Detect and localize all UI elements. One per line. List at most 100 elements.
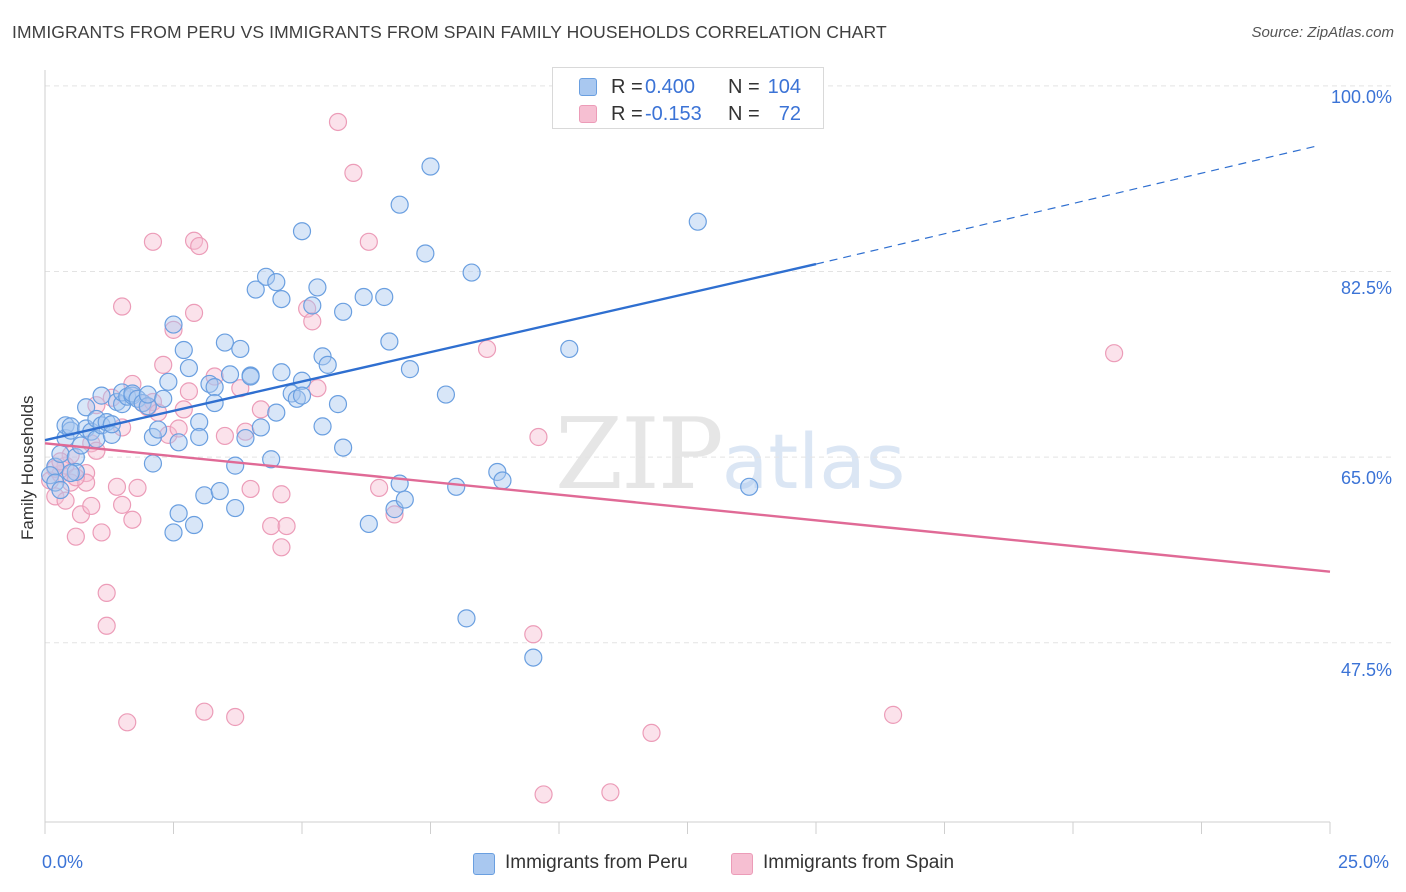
data-point-peru: [190, 413, 209, 432]
data-point-peru: [164, 315, 183, 334]
data-point-peru: [488, 462, 507, 482]
data-point-peru: [292, 386, 312, 405]
data-point-peru: [226, 456, 245, 475]
data-point-spain: [56, 491, 75, 510]
data-point-spain: [308, 379, 327, 398]
data-point-spain: [82, 496, 101, 516]
n-value: 72: [778, 103, 801, 125]
data-point-peru: [220, 365, 240, 384]
data-point-spain: [642, 723, 661, 743]
r-label: R =: [611, 103, 643, 125]
data-point-peru: [375, 287, 394, 307]
data-point-peru: [493, 471, 512, 490]
data-point-peru: [102, 425, 121, 444]
data-point-spain: [92, 523, 111, 542]
data-point-peru: [154, 389, 173, 408]
data-point-spain: [184, 231, 204, 250]
data-point-spain: [112, 495, 132, 514]
data-point-peru: [400, 360, 420, 379]
legend-swatch-spain: [579, 105, 597, 123]
data-point-peru: [390, 195, 409, 214]
data-point-spain: [97, 583, 116, 602]
data-point-peru: [169, 433, 188, 452]
data-point-peru: [256, 267, 276, 286]
data-point-spain: [262, 516, 281, 536]
data-point-spain: [272, 485, 291, 504]
n-value: 104: [767, 76, 801, 98]
chart-title: IMMIGRANTS FROM PERU VS IMMIGRANTS FROM …: [12, 22, 887, 42]
data-point-peru: [246, 280, 265, 299]
data-point-peru: [308, 278, 327, 297]
data-point-peru: [359, 514, 378, 534]
data-point-peru: [524, 648, 543, 667]
y-tick-label: 100.0%: [1330, 87, 1392, 107]
data-point-spain: [272, 538, 291, 557]
data-point-spain: [601, 783, 620, 802]
data-point-peru: [380, 332, 399, 351]
data-point-peru: [184, 515, 204, 535]
data-point-spain: [303, 312, 322, 331]
data-point-spain: [159, 425, 178, 444]
data-point-peru: [267, 403, 286, 422]
data-point-peru: [740, 477, 759, 496]
data-point-peru: [169, 504, 188, 523]
data-point-peru: [262, 450, 281, 469]
data-point-peru: [164, 523, 183, 542]
series-legend: Immigrants from Peru Immigrants from Spa…: [0, 852, 1406, 878]
data-point-peru: [292, 222, 312, 241]
data-point-spain: [179, 382, 199, 401]
data-point-peru: [436, 385, 456, 404]
data-point-peru: [174, 340, 193, 360]
watermark: ZIPatlas: [555, 398, 905, 512]
legend-swatch-peru: [579, 78, 597, 96]
data-point-peru: [236, 428, 255, 448]
legend-label-peru: Immigrants from Peru: [505, 852, 688, 873]
data-point-peru: [179, 358, 199, 378]
source-label: Source: ZipAtlas.com: [1251, 24, 1394, 41]
legend-label-spain: Immigrants from Spain: [763, 852, 955, 873]
data-point-spain: [534, 785, 553, 804]
legend-swatch-spain: [731, 853, 753, 875]
data-point-peru: [416, 244, 435, 263]
data-point-peru: [313, 347, 332, 366]
data-point-peru: [272, 290, 291, 309]
y-tick-label: 65.0%: [1340, 468, 1392, 488]
data-point-peru: [272, 363, 291, 382]
data-point-peru: [92, 386, 111, 405]
data-point-peru: [200, 374, 219, 394]
data-point-spain: [344, 163, 363, 182]
watermark-zip: ZIP: [555, 398, 724, 512]
data-point-spain: [477, 339, 497, 359]
data-point-spain: [107, 477, 127, 496]
data-point-peru: [313, 417, 332, 436]
data-point-spain: [169, 419, 188, 438]
data-point-peru: [148, 420, 168, 439]
data-point-spain: [883, 705, 903, 724]
data-point-peru: [210, 481, 229, 501]
data-point-spain: [277, 516, 296, 536]
data-point-peru: [318, 355, 337, 374]
data-point-spain: [195, 702, 214, 721]
data-point-peru: [138, 385, 157, 404]
data-point-spain: [143, 232, 163, 251]
data-point-peru: [354, 287, 373, 307]
data-point-spain: [128, 478, 147, 497]
r-label: R =: [611, 76, 643, 98]
data-point-spain: [328, 112, 348, 132]
data-point-peru: [51, 480, 70, 500]
data-point-spain: [66, 527, 85, 546]
data-point-peru: [334, 438, 353, 457]
data-point-spain: [97, 616, 116, 635]
data-point-peru: [395, 490, 414, 509]
data-point-peru: [334, 302, 353, 321]
n-label: N =: [728, 76, 760, 98]
data-point-spain: [385, 505, 404, 524]
legend-row-peru: R = 0.400 N = 104: [553, 74, 823, 100]
data-point-peru: [133, 393, 152, 413]
data-point-spain: [1105, 344, 1124, 363]
data-point-spain: [190, 236, 209, 256]
y-tick-label: 47.5%: [1340, 660, 1392, 680]
data-point-peru: [328, 395, 348, 414]
data-point-peru: [205, 378, 224, 397]
